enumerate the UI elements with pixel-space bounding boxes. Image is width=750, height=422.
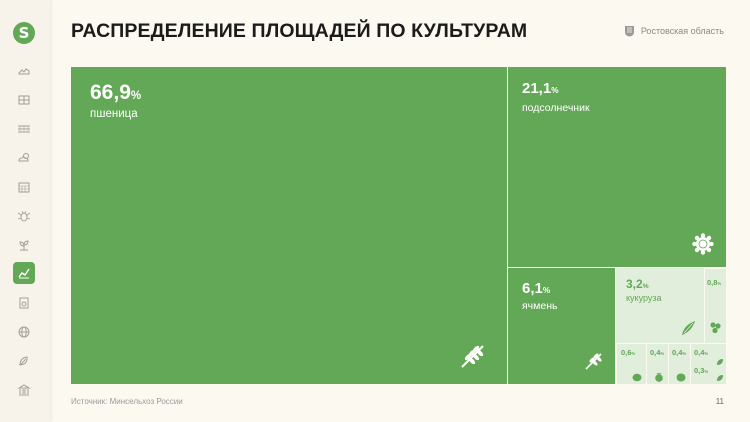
page-number: 11: [715, 397, 724, 406]
treemap-cell-crop-8[interactable]: 0,4%: [668, 343, 690, 384]
melon-icon: [676, 373, 686, 382]
report-icon[interactable]: [13, 292, 35, 314]
treemap-cell-barley[interactable]: 6,1% ячмень: [508, 268, 615, 384]
pest-icon[interactable]: [13, 205, 35, 227]
crop-5-percent: 0,8%: [707, 278, 722, 287]
map-icon[interactable]: [13, 60, 35, 82]
seed-icon: [717, 375, 723, 381]
wheat-percent: 66,9%: [90, 81, 142, 104]
weather-icon[interactable]: [13, 147, 35, 169]
crops-chart-icon[interactable]: [13, 262, 35, 284]
region-emblem-icon: [624, 26, 634, 37]
treemap-cell-sunflower[interactable]: 21,1% подсолнечник: [508, 67, 726, 267]
crop-8-percent: 0,4%: [672, 348, 687, 357]
region-label: Ростовская область: [624, 25, 724, 37]
corn-icon: [682, 321, 695, 335]
region-name: Ростовская область: [640, 26, 724, 36]
sunflower-label: подсолнечник: [522, 102, 590, 114]
treemap-cell-crop-6[interactable]: 0,6%: [616, 343, 646, 384]
harvest-icon[interactable]: [13, 350, 35, 372]
sunflower-icon: [692, 233, 714, 255]
source-note: Источник: Минсельхоз России: [71, 397, 183, 406]
leaf-icon: [717, 359, 723, 365]
pea-icon: [710, 322, 721, 334]
sunflower-percent: 21,1%: [522, 80, 559, 97]
treemap-cell-corn[interactable]: 3,2% кукуруза: [616, 268, 704, 343]
institution-icon[interactable]: [13, 379, 35, 401]
barley-icon: [585, 353, 602, 370]
dashboard-icon[interactable]: [13, 89, 35, 111]
fields-icon[interactable]: [13, 118, 35, 140]
potato-icon: [632, 373, 642, 382]
globe-icon[interactable]: [13, 321, 35, 343]
treemap-cell-wheat[interactable]: 66,9% пшеница: [71, 67, 507, 384]
crop-10-percent: 0,3%: [694, 366, 709, 375]
wheat-icon: [461, 345, 484, 368]
page-title: РАСПРЕДЕЛЕНИЕ ПЛОЩАДЕЙ ПО КУЛЬТУРАМ: [71, 20, 528, 42]
crop-7-percent: 0,4%: [650, 348, 665, 357]
corn-percent: 3,2%: [626, 277, 649, 291]
app-logo[interactable]: S: [13, 22, 35, 44]
plant-icon[interactable]: [13, 234, 35, 256]
crop-6-percent: 0,6%: [621, 348, 636, 357]
corn-label: кукуруза: [626, 293, 662, 303]
wheat-label: пшеница: [90, 108, 138, 120]
crop-9-percent: 0,4%: [694, 348, 709, 357]
treemap-cell-crop-7[interactable]: 0,4%: [646, 343, 668, 384]
treemap-cell-crop-9-10[interactable]: 0,4% 0,3%: [690, 343, 726, 384]
treemap-cell-crop-5[interactable]: 0,8%: [704, 268, 726, 343]
vegetable-icon: [655, 373, 663, 382]
sidebar: S: [0, 0, 50, 422]
barley-percent: 6,1%: [522, 280, 551, 297]
barley-label: ячмень: [522, 300, 558, 312]
calendar-icon[interactable]: [13, 176, 35, 198]
crop-treemap: 66,9% пшеница 21,1% подсолнечник: [71, 67, 726, 384]
